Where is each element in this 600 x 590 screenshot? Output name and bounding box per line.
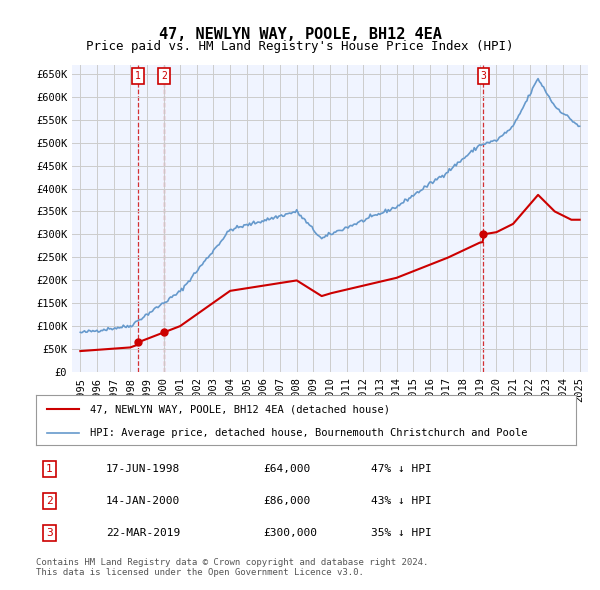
Text: 2: 2 (46, 496, 53, 506)
Text: 43% ↓ HPI: 43% ↓ HPI (371, 496, 431, 506)
Text: 47, NEWLYN WAY, POOLE, BH12 4EA (detached house): 47, NEWLYN WAY, POOLE, BH12 4EA (detache… (90, 404, 390, 414)
Text: 17-JUN-1998: 17-JUN-1998 (106, 464, 181, 474)
Text: Contains HM Land Registry data © Crown copyright and database right 2024.
This d: Contains HM Land Registry data © Crown c… (36, 558, 428, 577)
Text: 14-JAN-2000: 14-JAN-2000 (106, 496, 181, 506)
Text: £86,000: £86,000 (263, 496, 310, 506)
Text: £64,000: £64,000 (263, 464, 310, 474)
Text: 3: 3 (481, 71, 487, 81)
Text: 3: 3 (46, 528, 53, 538)
Text: 2: 2 (161, 71, 167, 81)
Text: 1: 1 (135, 71, 141, 81)
Text: 1: 1 (46, 464, 53, 474)
Text: 22-MAR-2019: 22-MAR-2019 (106, 528, 181, 538)
Text: 35% ↓ HPI: 35% ↓ HPI (371, 528, 431, 538)
Text: HPI: Average price, detached house, Bournemouth Christchurch and Poole: HPI: Average price, detached house, Bour… (90, 428, 527, 438)
Text: 47% ↓ HPI: 47% ↓ HPI (371, 464, 431, 474)
Text: Price paid vs. HM Land Registry's House Price Index (HPI): Price paid vs. HM Land Registry's House … (86, 40, 514, 53)
Text: 47, NEWLYN WAY, POOLE, BH12 4EA: 47, NEWLYN WAY, POOLE, BH12 4EA (158, 27, 442, 41)
Text: £300,000: £300,000 (263, 528, 317, 538)
